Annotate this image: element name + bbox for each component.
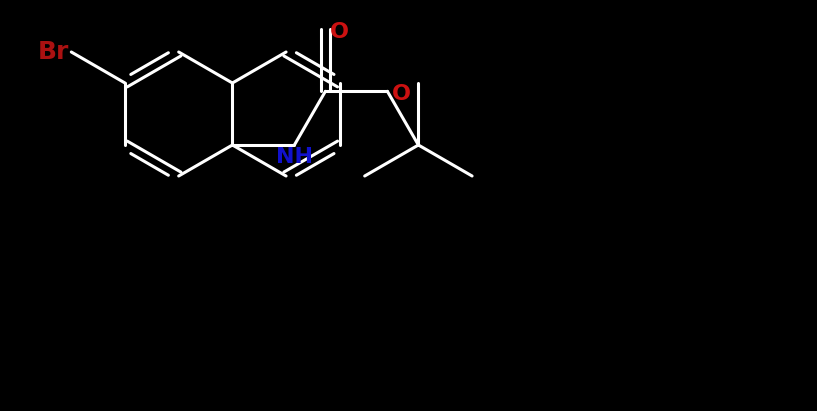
- Text: NH: NH: [276, 147, 313, 167]
- Text: Br: Br: [38, 40, 69, 64]
- Text: O: O: [330, 22, 349, 42]
- Text: O: O: [392, 84, 411, 104]
